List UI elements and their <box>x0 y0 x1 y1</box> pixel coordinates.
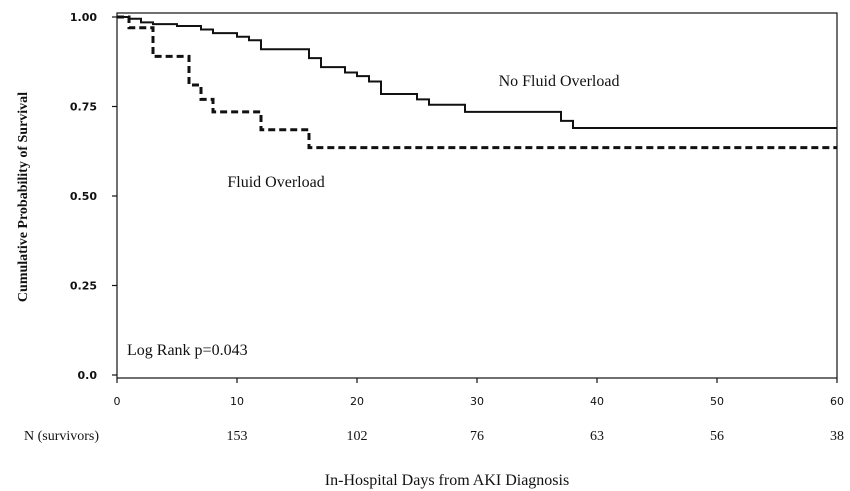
risk-count: 63 <box>590 429 604 444</box>
x-tick-label: 60 <box>830 395 844 408</box>
x-tick-label: 30 <box>470 395 484 408</box>
y-axis-label: Cumulative Probability of Survival <box>16 92 31 302</box>
y-tick-label: 0.25 <box>70 280 97 293</box>
y-tick-label: 0.75 <box>70 101 97 114</box>
x-tick-label: 0 <box>114 395 121 408</box>
risk-count: 76 <box>470 429 484 444</box>
x-tick-label: 50 <box>710 395 724 408</box>
x-tick-label: 10 <box>230 395 244 408</box>
series-layer <box>117 15 837 150</box>
risk-count: 102 <box>347 429 368 444</box>
y-tick-label: 1.00 <box>70 11 97 24</box>
fluid-overload-label: Fluid Overload <box>227 174 324 191</box>
x-axis-label: In-Hospital Days from AKI Diagnosis <box>325 472 569 489</box>
risk-table-label: N (survivors) <box>24 429 99 444</box>
y-tick-label: 0.0 <box>78 369 98 382</box>
plot-frame <box>116 12 838 379</box>
y-tick-label: 0.50 <box>70 190 97 203</box>
log-rank-annotation: Log Rank p=0.043 <box>127 342 248 359</box>
series-labels: No Fluid Overload Fluid Overload <box>227 73 619 191</box>
risk-count: 38 <box>830 429 844 444</box>
risk-count: 153 <box>227 429 248 444</box>
no-fluid-overload-curve <box>117 16 837 129</box>
y-axis: 0.0 0.25 0.50 0.75 1.00 <box>70 11 117 382</box>
risk-count: 56 <box>710 429 724 444</box>
x-tick-label: 40 <box>590 395 604 408</box>
fluid-overload-curve <box>117 15 837 150</box>
risk-table: N (survivors) 153 102 76 63 56 38 <box>24 429 844 444</box>
x-axis: 0 10 20 30 40 50 60 <box>114 378 844 408</box>
no-fluid-overload-label: No Fluid Overload <box>499 73 620 90</box>
x-tick-label: 20 <box>350 395 364 408</box>
